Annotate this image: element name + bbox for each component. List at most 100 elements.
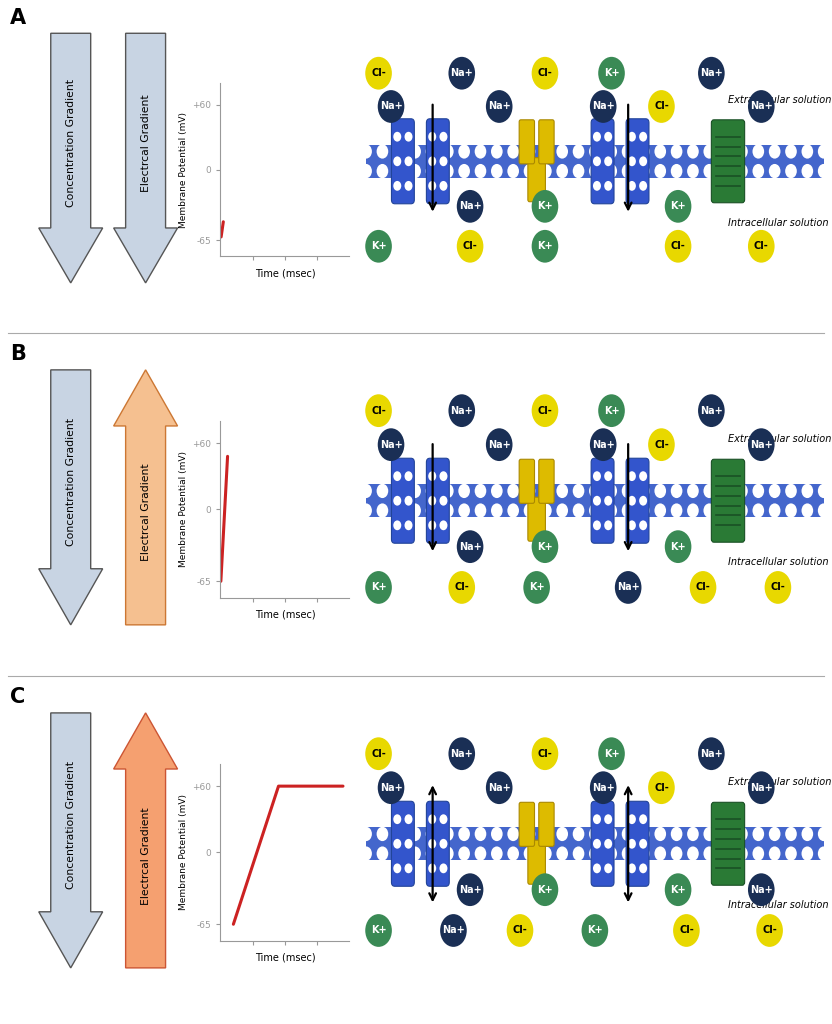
Circle shape [639,157,647,166]
Circle shape [426,483,438,498]
Circle shape [818,847,830,861]
Circle shape [557,483,568,498]
FancyBboxPatch shape [366,484,824,517]
Circle shape [508,847,519,861]
Circle shape [748,229,775,262]
Circle shape [801,483,813,498]
Circle shape [801,144,813,159]
Circle shape [491,164,503,178]
Text: Concentration Gradient: Concentration Gradient [66,79,76,207]
Circle shape [377,504,389,518]
Circle shape [377,144,389,159]
Circle shape [638,504,650,518]
Circle shape [736,826,748,841]
Circle shape [360,483,372,498]
Text: K+: K+ [371,583,386,593]
Text: K+: K+ [371,242,386,251]
Circle shape [426,847,438,861]
Circle shape [557,847,568,861]
FancyBboxPatch shape [426,801,449,886]
Circle shape [523,144,535,159]
Circle shape [593,181,601,190]
FancyBboxPatch shape [591,801,614,886]
Circle shape [818,164,830,178]
Text: Electrcal Gradient: Electrcal Gradient [141,94,151,191]
Circle shape [606,847,617,861]
Circle shape [698,394,725,427]
Circle shape [818,483,830,498]
Circle shape [360,144,372,159]
Circle shape [639,814,647,824]
Text: Extracellular solution: Extracellular solution [728,95,831,104]
Circle shape [404,496,413,506]
Text: Electrcal Gradient: Electrcal Gradient [141,464,151,561]
Circle shape [769,504,780,518]
Circle shape [409,164,421,178]
FancyBboxPatch shape [366,144,824,178]
Text: Cl-: Cl- [371,406,386,416]
Circle shape [752,826,764,841]
Circle shape [604,471,612,481]
Circle shape [572,483,584,498]
Circle shape [628,181,636,190]
Circle shape [439,132,448,141]
Text: Na+: Na+ [379,439,403,450]
FancyBboxPatch shape [519,120,534,164]
Circle shape [393,144,404,159]
Text: Cl-: Cl- [754,242,769,251]
Circle shape [474,504,486,518]
Circle shape [818,144,830,159]
Circle shape [491,483,503,498]
Circle shape [404,157,413,166]
Text: Na+: Na+ [592,439,615,450]
Text: Intracellular solution: Intracellular solution [728,218,829,227]
Circle shape [428,471,436,481]
Text: Intracellular solution: Intracellular solution [728,900,829,910]
FancyBboxPatch shape [519,803,534,846]
FancyArrow shape [114,713,177,968]
Circle shape [439,520,448,530]
X-axis label: Time (msec): Time (msec) [255,952,315,963]
Circle shape [752,483,764,498]
Circle shape [365,394,392,427]
FancyBboxPatch shape [711,120,745,203]
Circle shape [687,164,699,178]
Circle shape [540,847,552,861]
Circle shape [394,814,401,824]
Circle shape [736,483,748,498]
Circle shape [687,504,699,518]
Circle shape [606,483,617,498]
Circle shape [404,814,413,824]
Circle shape [474,144,486,159]
Circle shape [590,428,617,461]
Y-axis label: Membrane Potential (mV): Membrane Potential (mV) [179,795,188,910]
Text: Cl-: Cl- [371,69,386,78]
Circle shape [360,826,372,841]
Circle shape [508,483,519,498]
Text: Concentration Gradient: Concentration Gradient [66,761,76,889]
Text: K+: K+ [671,202,686,211]
Circle shape [736,144,748,159]
Text: Na+: Na+ [750,101,773,112]
Circle shape [673,914,700,947]
Text: Na+: Na+ [750,439,773,450]
Circle shape [508,164,519,178]
Circle shape [378,90,404,123]
Circle shape [589,847,601,861]
Circle shape [442,483,453,498]
Circle shape [769,483,780,498]
Circle shape [748,90,775,123]
Text: K+: K+ [604,406,619,416]
Circle shape [655,504,666,518]
Circle shape [486,428,513,461]
Circle shape [590,771,617,804]
Circle shape [365,571,392,604]
Circle shape [655,826,666,841]
Circle shape [439,839,448,849]
Circle shape [638,164,650,178]
Circle shape [491,826,503,841]
Circle shape [474,164,486,178]
Circle shape [665,190,691,223]
FancyBboxPatch shape [539,120,554,164]
Circle shape [486,90,513,123]
